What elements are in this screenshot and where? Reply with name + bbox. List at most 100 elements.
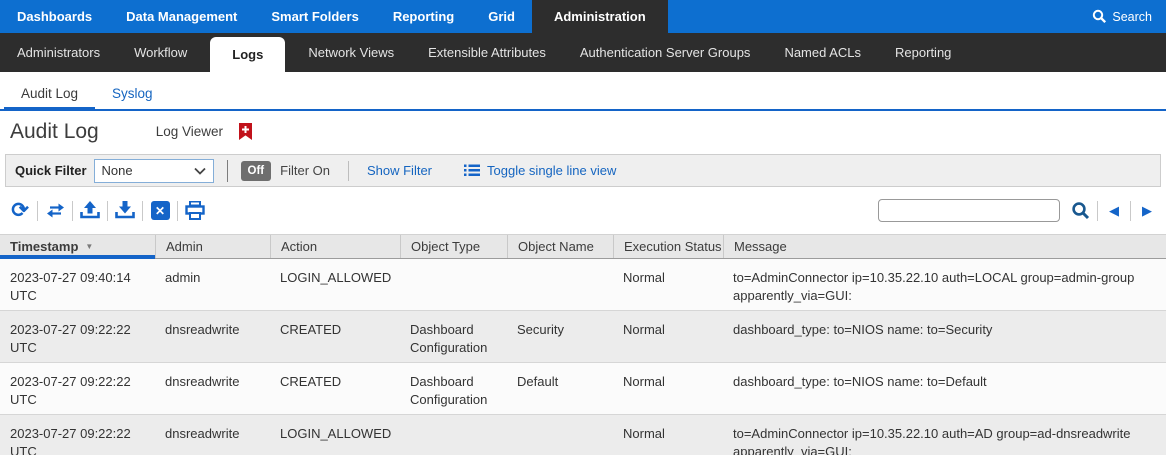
table-row[interactable]: 2023-07-27 09:40:14 UTC admin LOGIN_ALLO… [0,259,1166,311]
admin-nav-named-acls[interactable]: Named ACLs [767,33,878,72]
cell-object-type: Dashboard Configuration [400,311,507,362]
refresh-icon[interactable]: ⟳ [8,199,32,223]
column-header-message[interactable]: Message [723,235,1166,258]
tab-strip-divider [0,109,1166,111]
quick-filter-select[interactable]: None [94,159,214,183]
clear-icon[interactable]: ✕ [148,199,172,223]
admin-nav-logs[interactable]: Logs [210,37,285,72]
tab-syslog-label: Syslog [112,86,153,101]
divider [1130,201,1131,221]
tab-syslog[interactable]: Syslog [95,76,170,111]
cell-admin: dnsreadwrite [155,311,270,362]
column-header-object-type[interactable]: Object Type [400,235,507,258]
cell-timestamp: 2023-07-27 09:22:22 UTC [0,415,155,455]
cell-admin: dnsreadwrite [155,363,270,414]
table-header: Timestamp ▼ Admin Action Object Type Obj… [0,234,1166,259]
print-icon[interactable] [183,199,207,223]
cell-message: dashboard_type: to=NIOS name: to=Securit… [723,311,1166,362]
page-title: Audit Log [10,120,99,144]
admin-nav-auth-server-groups[interactable]: Authentication Server Groups [563,33,768,72]
replay-icon[interactable] [43,199,67,223]
nav-item-smart-folders[interactable]: Smart Folders [254,0,375,33]
admin-nav-administrators[interactable]: Administrators [0,33,117,72]
list-view-icon [464,164,480,177]
filter-on-label: Filter On [280,163,330,178]
cell-object-type [400,415,507,455]
global-search-button[interactable]: Search [1092,0,1166,33]
cell-execution-status: Normal [613,415,723,455]
cell-admin: admin [155,259,270,310]
column-header-object-name[interactable]: Object Name [507,235,613,258]
table-row[interactable]: 2023-07-27 09:22:22 UTC dnsreadwrite CRE… [0,311,1166,363]
app-window: Dashboards Data Management Smart Folders… [0,0,1166,455]
column-header-execution-status[interactable]: Execution Status [613,235,723,258]
show-filter-link[interactable]: Show Filter [367,163,432,178]
cell-message: to=AdminConnector ip=10.35.22.10 auth=AD… [723,415,1166,455]
main-nav: Dashboards Data Management Smart Folders… [0,0,1166,33]
table-row[interactable]: 2023-07-27 09:22:22 UTC dnsreadwrite CRE… [0,363,1166,415]
cell-message: to=AdminConnector ip=10.35.22.10 auth=LO… [723,259,1166,310]
cell-object-name [507,415,613,455]
admin-nav-reporting[interactable]: Reporting [878,33,968,72]
quick-filter-value: None [102,163,133,178]
admin-nav-workflow[interactable]: Workflow [117,33,204,72]
cell-object-name [507,259,613,310]
global-search-label: Search [1112,10,1152,24]
column-label: Object Name [518,239,594,254]
active-tab-indicator [4,107,95,111]
nav-item-reporting[interactable]: Reporting [376,0,471,33]
column-label: Timestamp [10,239,78,254]
nav-item-dashboards[interactable]: Dashboards [0,0,109,33]
divider [37,201,38,221]
column-header-action[interactable]: Action [270,235,400,258]
column-label: Message [734,239,787,254]
sorted-column-indicator [0,255,155,259]
bookmark-add-icon[interactable] [238,123,253,141]
download-icon[interactable] [113,199,137,223]
divider [107,201,108,221]
chevron-down-icon [194,167,206,175]
cell-execution-status: Normal [613,311,723,362]
table-search-input[interactable] [878,199,1060,222]
column-header-timestamp[interactable]: Timestamp ▼ [0,235,155,258]
cell-object-type: Dashboard Configuration [400,363,507,414]
audit-log-table: Timestamp ▼ Admin Action Object Type Obj… [0,234,1166,455]
column-label: Action [281,239,317,254]
column-label: Object Type [411,239,480,254]
table-search-icon[interactable] [1068,199,1092,223]
upload-icon[interactable] [78,199,102,223]
divider [72,201,73,221]
divider [177,201,178,221]
nav-item-administration[interactable]: Administration [532,0,668,33]
table-search-area: ◀ ▶ [878,187,1158,234]
table-row[interactable]: 2023-07-27 09:22:22 UTC dnsreadwrite LOG… [0,415,1166,455]
cell-object-name: Default [507,363,613,414]
cell-action: LOGIN_ALLOWED [270,259,400,310]
column-label: Admin [166,239,203,254]
nav-item-grid[interactable]: Grid [471,0,532,33]
cell-action: LOGIN_ALLOWED [270,415,400,455]
cell-object-type [400,259,507,310]
filter-off-toggle[interactable]: Off [241,161,272,181]
cell-admin: dnsreadwrite [155,415,270,455]
cell-execution-status: Normal [613,259,723,310]
tab-audit-log-label: Audit Log [21,86,78,101]
cell-timestamp: 2023-07-27 09:40:14 UTC [0,259,155,310]
admin-nav: Administrators Workflow Logs Network Vie… [0,33,1166,72]
quick-filter-label: Quick Filter [15,163,87,178]
toggle-single-line-view-label: Toggle single line view [487,163,616,178]
toggle-single-line-view[interactable]: Toggle single line view [464,163,616,178]
divider [142,201,143,221]
cell-execution-status: Normal [613,363,723,414]
cell-timestamp: 2023-07-27 09:22:22 UTC [0,311,155,362]
column-header-admin[interactable]: Admin [155,235,270,258]
cell-timestamp: 2023-07-27 09:22:22 UTC [0,363,155,414]
admin-nav-extensible-attributes[interactable]: Extensible Attributes [411,33,563,72]
tab-audit-log[interactable]: Audit Log [4,76,95,111]
page-header: Audit Log Log Viewer [0,111,1166,152]
admin-nav-network-views[interactable]: Network Views [291,33,411,72]
nav-item-data-management[interactable]: Data Management [109,0,254,33]
audit-table-body: 2023-07-27 09:40:14 UTC admin LOGIN_ALLO… [0,259,1166,455]
page-previous-icon[interactable]: ◀ [1103,203,1125,219]
page-next-icon[interactable]: ▶ [1136,203,1158,219]
